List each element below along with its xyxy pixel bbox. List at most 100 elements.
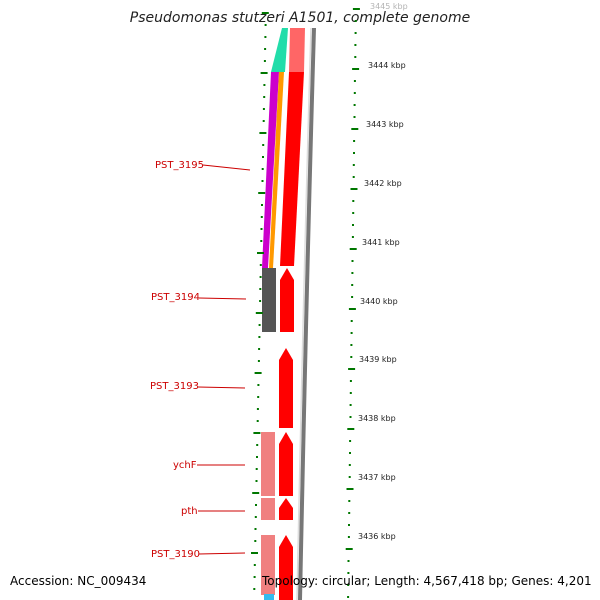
scale-tick bbox=[347, 560, 350, 562]
scale-tick bbox=[350, 332, 353, 334]
inner-tick bbox=[256, 420, 259, 422]
scale-tick bbox=[353, 140, 356, 142]
inner-tick bbox=[263, 96, 266, 98]
inner-tick bbox=[253, 576, 256, 578]
inner-tick bbox=[255, 504, 257, 506]
scale-tick bbox=[351, 128, 359, 130]
scale-tick bbox=[348, 524, 350, 526]
scale-tick bbox=[353, 80, 356, 82]
scale-tick bbox=[353, 116, 356, 118]
scale-tick bbox=[347, 428, 355, 430]
inner-tick bbox=[264, 48, 267, 50]
scale-tick bbox=[349, 392, 352, 394]
inner-tick bbox=[259, 132, 267, 134]
inner-tick bbox=[260, 72, 268, 74]
inner-tick bbox=[257, 396, 260, 398]
dark-feature bbox=[262, 268, 276, 332]
inner-tick bbox=[256, 456, 258, 458]
scale-tick bbox=[352, 164, 355, 166]
scale-tick bbox=[352, 200, 355, 202]
inner-tick bbox=[260, 240, 263, 242]
gene-labels: PST_3195 PST_3194 PST_3193 ychF pth PST_… bbox=[150, 160, 251, 560]
scale-tick bbox=[351, 236, 354, 238]
gene-label-ychF: ychF bbox=[173, 460, 197, 471]
inner-tick bbox=[261, 204, 263, 206]
tick-label-3439: 3439 kbp bbox=[359, 355, 397, 364]
scale-tick bbox=[352, 224, 354, 226]
scale-tick bbox=[348, 368, 356, 370]
inner-tick bbox=[261, 180, 264, 182]
cyan-feature bbox=[264, 594, 274, 600]
forward-cds-PST_3193 bbox=[279, 348, 293, 428]
scale-tick bbox=[353, 104, 356, 106]
inner-tick bbox=[258, 336, 261, 338]
scale-tick bbox=[349, 416, 352, 418]
inner-tick bbox=[251, 552, 258, 554]
inner-tick bbox=[260, 228, 263, 230]
inner-tick bbox=[259, 264, 262, 266]
scale-tick bbox=[354, 56, 357, 58]
scale-tick bbox=[348, 500, 351, 502]
gene-label-PST_3195: PST_3195 bbox=[155, 160, 204, 171]
tick-label-3437: 3437 kbp bbox=[358, 473, 396, 482]
forward-cds-top bbox=[289, 28, 305, 72]
accession-text: Accession: NC_009434 bbox=[10, 574, 146, 588]
inner-tick bbox=[256, 408, 259, 410]
inner-tick bbox=[262, 108, 265, 110]
inner-tick bbox=[258, 348, 261, 350]
inner-tick bbox=[259, 276, 262, 278]
inner-tick bbox=[260, 216, 263, 218]
map-title: Pseudomonas stutzeri A1501, complete gen… bbox=[130, 10, 470, 26]
scale-tick bbox=[349, 248, 357, 250]
inner-tick bbox=[264, 24, 267, 26]
inner-tick bbox=[264, 36, 267, 38]
inner-tick bbox=[253, 564, 256, 566]
scale-tick bbox=[354, 20, 357, 22]
scale-tick bbox=[348, 464, 351, 466]
scale-tick bbox=[352, 8, 360, 10]
scale-tick bbox=[352, 68, 360, 70]
left-tick-marks bbox=[251, 12, 269, 590]
genome-summary-text: Topology: circular; Length: 4,567,418 bp… bbox=[261, 574, 592, 588]
inner-tick bbox=[254, 528, 257, 530]
inner-tick bbox=[259, 300, 262, 302]
inner-tick bbox=[257, 360, 260, 362]
inner-tick bbox=[257, 384, 260, 386]
scale-tick bbox=[353, 92, 356, 94]
forward-cds-pth bbox=[279, 498, 293, 520]
scale-tick bbox=[352, 176, 355, 178]
forward-cds-ychF bbox=[279, 432, 293, 496]
leader-PST_3193 bbox=[197, 386, 246, 389]
inner-tick bbox=[262, 156, 264, 158]
inner-tick bbox=[263, 60, 266, 62]
tick-label-3443: 3443 kbp bbox=[366, 120, 404, 129]
inner-tick bbox=[252, 492, 260, 494]
scale-tick bbox=[349, 380, 352, 382]
tick-label-3436: 3436 kbp bbox=[358, 532, 396, 541]
reverse-cds-pth bbox=[261, 498, 275, 520]
forward-cds-PST_3195 bbox=[280, 72, 304, 266]
inner-tick bbox=[254, 540, 257, 542]
genome-backbone-highlight bbox=[296, 27, 312, 600]
reverse-strand-track bbox=[261, 28, 288, 600]
scale-tick bbox=[349, 404, 352, 406]
scale-tick bbox=[348, 476, 351, 478]
inner-tick bbox=[253, 588, 256, 590]
scale-tick bbox=[351, 296, 354, 298]
teal-feature bbox=[271, 28, 288, 72]
inner-tick bbox=[253, 432, 261, 434]
scale-tick bbox=[354, 44, 357, 46]
inner-tick bbox=[255, 312, 263, 314]
scale-tick bbox=[345, 548, 353, 550]
scale-tick bbox=[348, 308, 356, 310]
inner-tick bbox=[254, 516, 257, 518]
tick-label-3442: 3442 kbp bbox=[364, 179, 402, 188]
scale-tick bbox=[350, 188, 358, 190]
inner-tick bbox=[257, 252, 264, 254]
inner-tick bbox=[262, 144, 265, 146]
scale-tick bbox=[351, 260, 354, 262]
inner-tick bbox=[254, 372, 262, 374]
inner-tick bbox=[255, 468, 258, 470]
